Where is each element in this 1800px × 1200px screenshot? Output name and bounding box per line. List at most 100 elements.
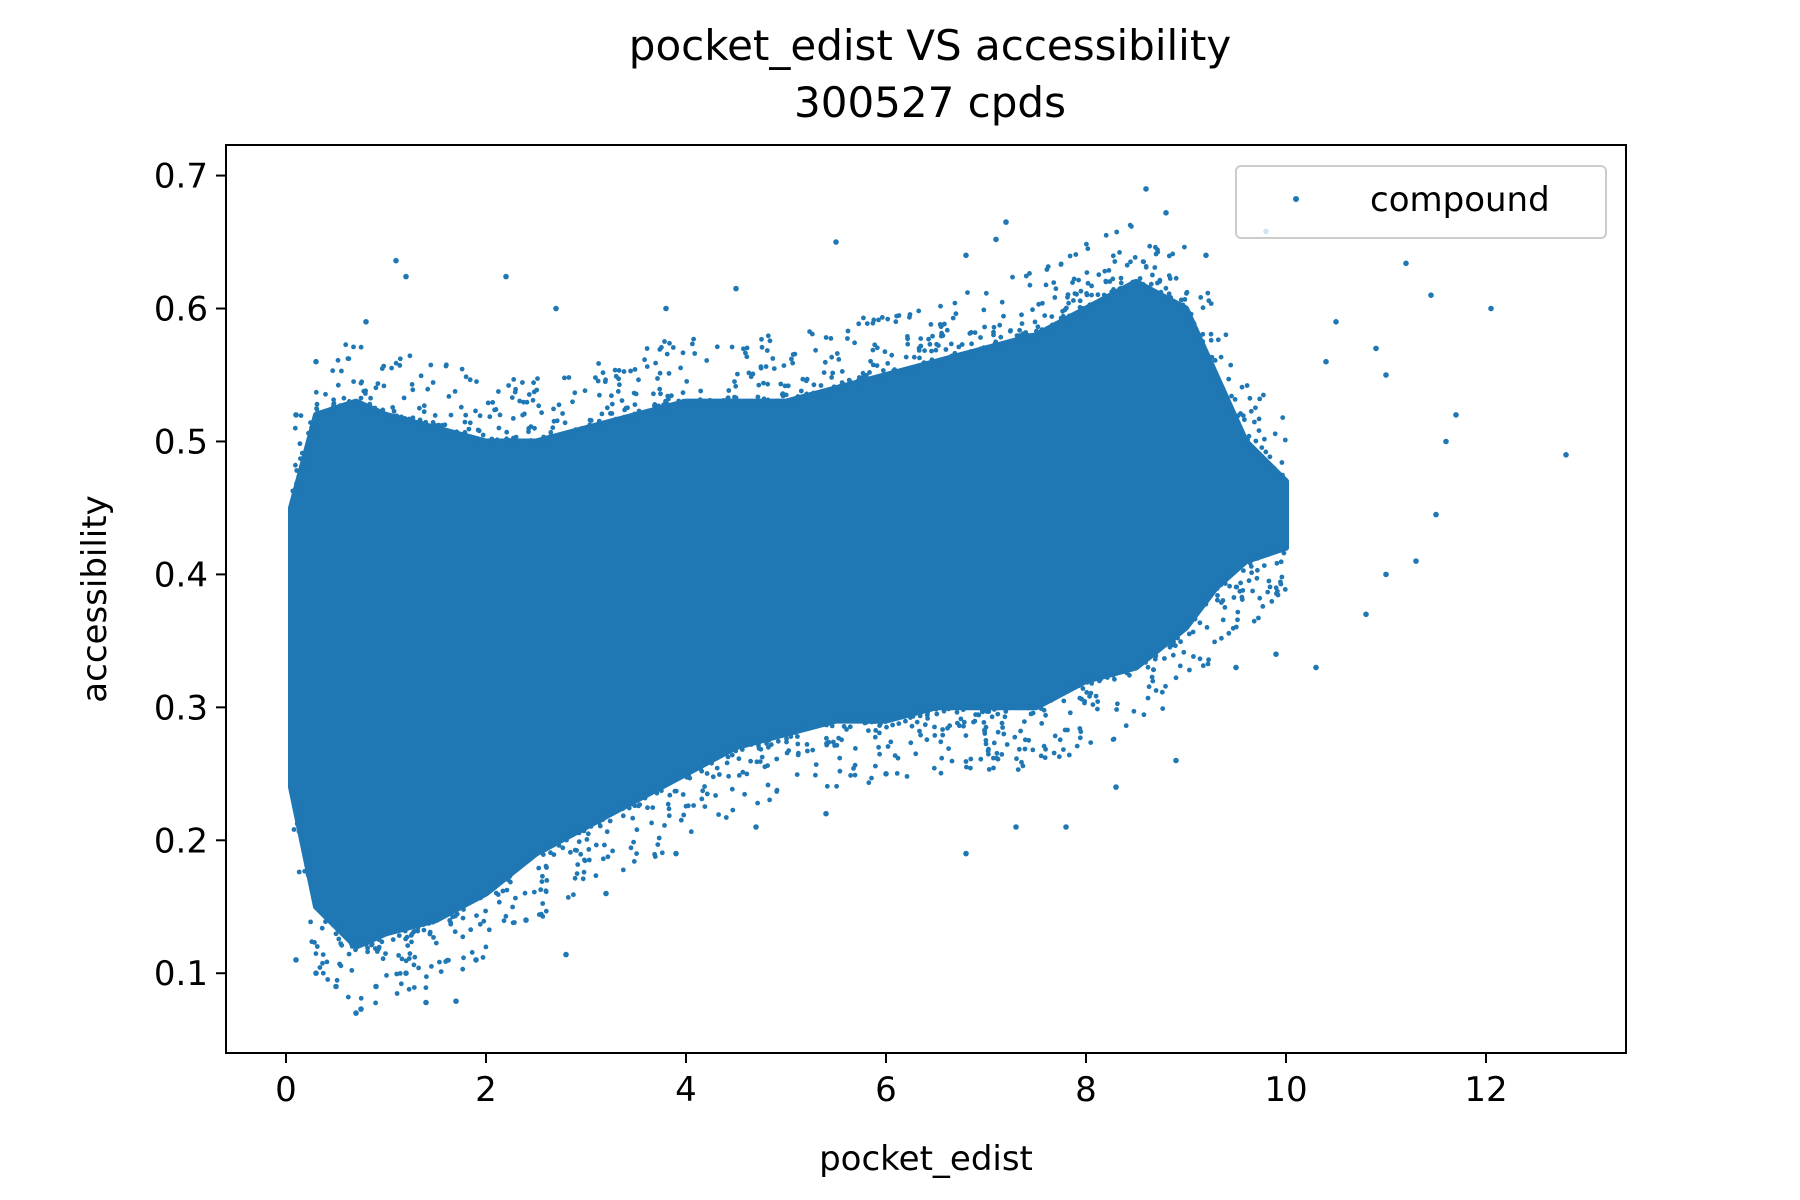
- data-point: [755, 800, 760, 806]
- data-point: [291, 801, 297, 807]
- data-point: [325, 977, 331, 982]
- data-point: [501, 877, 507, 883]
- data-point: [631, 839, 636, 845]
- data-point: [924, 737, 930, 743]
- data-point: [1200, 331, 1206, 337]
- data-point: [373, 983, 379, 990]
- data-point: [634, 851, 639, 856]
- data-point: [1049, 314, 1055, 319]
- data-point: [995, 711, 1001, 717]
- data-point: [1131, 708, 1137, 714]
- data-point: [681, 398, 686, 404]
- data-point: [1080, 686, 1086, 691]
- data-point: [866, 728, 871, 733]
- data-point: [847, 724, 853, 730]
- data-point: [320, 970, 326, 976]
- data-point: [933, 706, 939, 712]
- data-point: [1110, 253, 1116, 259]
- data-point: [845, 328, 851, 334]
- data-point: [954, 709, 960, 715]
- data-point: [1245, 437, 1250, 443]
- data-point: [656, 786, 661, 792]
- data-point: [313, 951, 319, 956]
- data-point: [572, 847, 578, 853]
- data-point: [783, 392, 789, 398]
- data-point: [874, 363, 880, 368]
- data-point: [870, 347, 876, 353]
- data-point: [1070, 280, 1075, 285]
- data-point: [627, 801, 633, 807]
- data-point: [333, 983, 339, 990]
- data-point: [313, 389, 319, 395]
- data-point: [723, 750, 729, 755]
- data-point: [403, 273, 409, 280]
- data-point: [659, 850, 665, 856]
- data-point: [1043, 282, 1049, 288]
- data-point: [1178, 639, 1183, 645]
- data-point: [446, 957, 451, 963]
- data-point: [1226, 630, 1232, 636]
- data-point: [657, 370, 663, 376]
- data-point: [293, 462, 298, 468]
- data-point: [823, 810, 829, 817]
- data-point: [726, 388, 732, 393]
- data-point: [359, 401, 364, 406]
- data-point: [1096, 272, 1102, 278]
- data-point: [1095, 706, 1100, 712]
- data-point: [460, 966, 466, 972]
- data-point: [1143, 264, 1149, 269]
- data-point: [1227, 583, 1232, 589]
- data-point: [1089, 681, 1095, 686]
- data-point: [1200, 305, 1206, 311]
- data-point: [744, 771, 750, 777]
- y-tick-label: 0.5: [154, 422, 208, 462]
- data-point: [424, 974, 429, 980]
- data-point: [1205, 661, 1211, 667]
- data-point: [483, 908, 488, 914]
- data-point: [1152, 653, 1158, 659]
- data-point: [904, 774, 910, 779]
- data-point: [1247, 560, 1253, 566]
- data-point: [1012, 734, 1018, 740]
- data-point: [427, 929, 433, 935]
- data-point: [766, 744, 771, 750]
- data-point: [681, 812, 687, 818]
- data-point: [346, 951, 352, 957]
- data-point: [1067, 253, 1073, 259]
- data-point: [460, 915, 466, 921]
- data-point: [688, 829, 694, 835]
- data-point: [1016, 746, 1022, 752]
- data-point: [1071, 276, 1077, 282]
- data-point: [570, 399, 575, 405]
- data-point: [880, 368, 886, 373]
- data-point: [978, 756, 984, 762]
- data-point: [615, 389, 621, 394]
- data-point: [418, 373, 424, 379]
- data-point: [359, 379, 365, 385]
- data-point: [824, 783, 830, 789]
- data-point: [856, 718, 862, 724]
- data-point: [1266, 578, 1272, 584]
- data-point: [836, 357, 842, 362]
- data-point: [902, 367, 908, 373]
- data-point: [813, 772, 818, 778]
- data-point: [380, 407, 386, 413]
- data-point: [698, 766, 703, 772]
- data-point: [299, 463, 304, 469]
- data-point: [1203, 252, 1209, 259]
- data-point: [351, 379, 356, 384]
- data-point: [1383, 571, 1389, 578]
- data-point: [595, 378, 601, 384]
- data-point: [1173, 675, 1179, 681]
- data-point: [1187, 667, 1192, 673]
- data-point: [437, 959, 442, 965]
- data-point: [1269, 599, 1275, 604]
- data-point: [538, 887, 544, 893]
- data-point: [1267, 454, 1273, 460]
- data-point: [1279, 460, 1285, 465]
- data-point: [1208, 591, 1214, 597]
- data-point: [1026, 737, 1032, 743]
- data-point: [834, 783, 839, 789]
- data-point: [645, 805, 650, 811]
- data-point: [991, 765, 996, 771]
